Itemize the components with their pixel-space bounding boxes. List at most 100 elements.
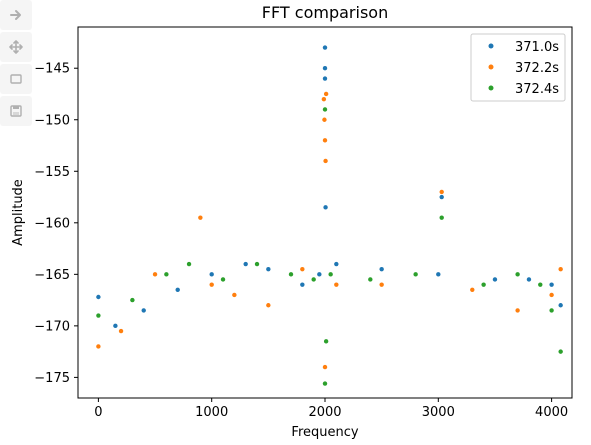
data-point <box>439 194 444 200</box>
data-point <box>96 313 101 318</box>
data-point <box>288 272 294 277</box>
x-axis-ticks: 0 1000 2000 3000 4000 <box>94 398 568 420</box>
data-point <box>130 297 135 303</box>
x-tick-label: 3000 <box>422 405 455 420</box>
plot-toolbar <box>0 0 34 126</box>
legend-label: 372.2s <box>515 61 559 76</box>
chart-title: FFT comparison <box>262 3 388 22</box>
scatter-points-layer <box>96 45 563 386</box>
x-tick-label: 4000 <box>535 405 568 420</box>
data-point <box>266 266 271 272</box>
data-point <box>379 282 384 287</box>
data-point <box>526 277 532 282</box>
data-point <box>96 344 101 349</box>
legend-label: 372.4s <box>515 82 559 97</box>
legend-label: 371.0s <box>515 40 559 55</box>
data-point <box>323 205 328 210</box>
y-axis-ticks: −145 −150 −155 −160 −165 −170 −175 <box>34 62 78 386</box>
data-point <box>322 107 328 112</box>
data-point <box>175 287 180 292</box>
data-point <box>323 339 329 344</box>
data-point <box>322 76 328 81</box>
data-point <box>413 272 418 277</box>
data-point <box>481 282 486 287</box>
data-point <box>436 272 441 277</box>
data-point <box>322 364 328 370</box>
data-point <box>254 261 260 267</box>
pan-button[interactable] <box>0 32 32 62</box>
data-point <box>317 272 322 277</box>
save-figure-icon <box>10 105 22 117</box>
y-tick-label: −150 <box>34 113 70 128</box>
data-point <box>209 282 214 287</box>
data-point <box>152 272 158 277</box>
data-point <box>439 189 444 195</box>
data-point <box>321 96 327 102</box>
legend[interactable]: 371.0s 372.2s 372.4s <box>470 33 566 102</box>
data-point <box>323 91 329 97</box>
data-point <box>549 292 554 298</box>
y-axis-label: Amplitude <box>11 179 26 246</box>
data-point <box>186 261 192 267</box>
data-point <box>515 308 520 313</box>
data-point <box>141 308 146 313</box>
y-tick-label: −160 <box>34 216 70 231</box>
save-button[interactable] <box>0 96 32 126</box>
data-point <box>334 282 339 287</box>
data-point <box>558 266 563 272</box>
forward-button[interactable] <box>0 0 32 30</box>
data-point <box>322 45 328 50</box>
y-tick-label: −155 <box>34 165 70 180</box>
data-point <box>300 266 305 272</box>
data-point <box>220 277 226 282</box>
data-point <box>549 308 554 313</box>
data-point <box>243 261 248 267</box>
data-point <box>322 138 328 143</box>
data-point <box>198 215 203 220</box>
data-point <box>266 303 271 308</box>
data-point <box>323 158 328 164</box>
series-2-points <box>96 107 563 386</box>
data-point <box>334 261 339 267</box>
data-point <box>322 66 328 71</box>
data-point <box>492 277 498 282</box>
series-0-points <box>96 45 563 329</box>
data-point <box>96 294 101 300</box>
y-tick-label: −175 <box>34 371 70 386</box>
y-tick-label: −165 <box>34 268 70 283</box>
data-point <box>209 272 214 277</box>
y-tick-label: −145 <box>34 62 70 77</box>
x-tick-label: 1000 <box>195 405 228 420</box>
data-point <box>322 381 328 386</box>
data-point <box>311 277 316 282</box>
zoom-button[interactable] <box>0 64 32 94</box>
data-point <box>368 277 373 282</box>
data-point <box>558 349 563 354</box>
legend-marker <box>488 43 494 49</box>
x-tick-label: 0 <box>94 405 102 420</box>
data-point <box>328 272 333 277</box>
series-1-points <box>96 91 563 370</box>
legend-box <box>470 33 566 102</box>
x-tick-label: 2000 <box>308 405 341 420</box>
data-point <box>164 272 169 277</box>
data-point <box>379 266 384 272</box>
data-point <box>322 117 327 122</box>
data-point <box>300 282 305 287</box>
y-tick-label: −170 <box>34 319 70 334</box>
data-point <box>549 282 554 287</box>
data-point <box>558 303 563 308</box>
data-point <box>439 215 444 220</box>
data-point <box>118 328 124 334</box>
data-point <box>113 323 118 329</box>
pan-move-icon <box>9 40 23 54</box>
legend-marker <box>488 85 494 91</box>
x-axis-label: Frequency <box>291 425 358 440</box>
data-point <box>538 282 543 287</box>
legend-marker <box>488 64 494 70</box>
data-point <box>232 292 237 298</box>
forward-arrow-icon <box>10 10 21 20</box>
zoom-rectangle-icon <box>10 74 22 84</box>
